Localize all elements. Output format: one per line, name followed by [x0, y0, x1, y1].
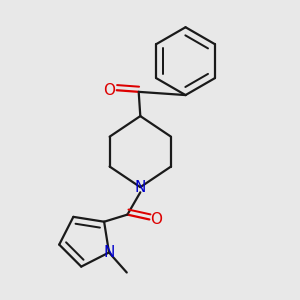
Text: N: N — [103, 245, 115, 260]
Text: N: N — [135, 180, 146, 195]
Text: O: O — [151, 212, 163, 227]
Text: O: O — [103, 83, 116, 98]
